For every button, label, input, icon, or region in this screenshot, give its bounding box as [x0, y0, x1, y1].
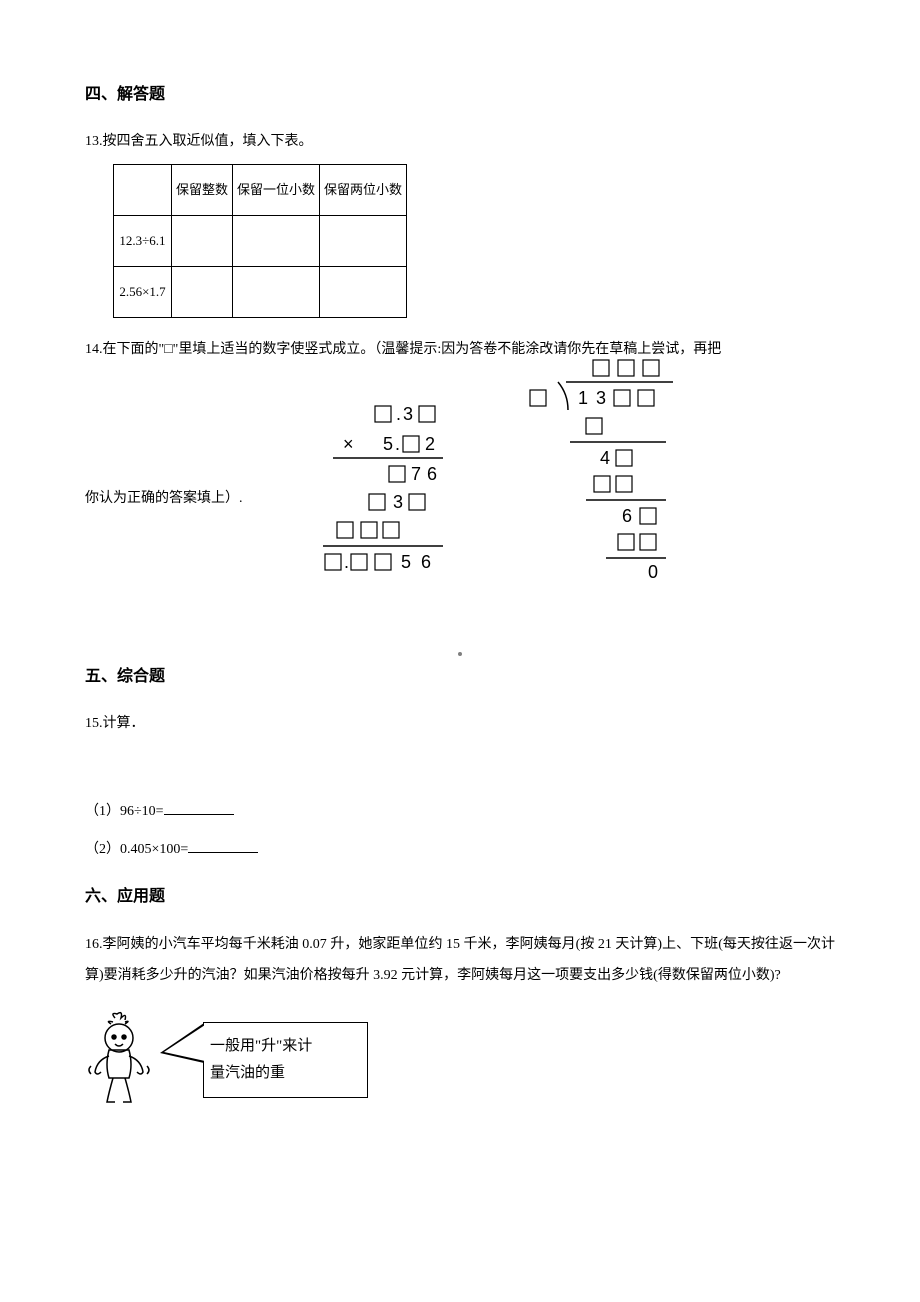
svg-text:3: 3	[596, 388, 606, 408]
problem-15-sub2-text: （2）0.405×100=	[85, 842, 188, 857]
problem-15: 15.计算． （1）96÷10= （2）0.405×100=	[85, 710, 835, 864]
speech-bubble-line1: 一般用"升"来计	[210, 1038, 312, 1054]
table-row: 2.56×1.7	[114, 267, 407, 318]
svg-text:.: .	[344, 552, 349, 572]
table-header-two-decimal: 保留两位小数	[320, 165, 407, 216]
answer-blank[interactable]	[164, 814, 234, 815]
section-4-heading: 四、解答题	[85, 80, 835, 104]
page-center-marker	[458, 652, 462, 656]
table-cell[interactable]	[320, 216, 407, 267]
table-header-row: 保留整数 保留一位小数 保留两位小数	[114, 165, 407, 216]
svg-text:6: 6	[421, 552, 431, 572]
problem-14: 14.在下面的"□"里填上适当的数字使竖式成立。（温馨提示:因为答卷不能涂改请你…	[85, 336, 835, 644]
table-header-empty	[114, 165, 172, 216]
speech-bubble-line2: 量汽油的重	[210, 1065, 285, 1081]
problem-13: 13.按四舍五入取近似值，填入下表。 保留整数 保留一位小数 保留两位小数 12…	[85, 128, 835, 318]
svg-text:6: 6	[622, 506, 632, 526]
section-5-heading: 五、综合题	[85, 662, 835, 686]
table-cell[interactable]	[172, 267, 233, 318]
problem-15-sub2: （2）0.405×100=	[85, 836, 835, 864]
problem-13-table: 保留整数 保留一位小数 保留两位小数 12.3÷6.1 2.56×1.7	[113, 164, 407, 318]
table-cell[interactable]	[233, 267, 320, 318]
speech-bubble-container: 一般用"升"来计 量汽油的重	[85, 1010, 835, 1110]
table-cell[interactable]	[172, 216, 233, 267]
svg-text:×: ×	[343, 434, 354, 454]
svg-text:5: 5	[401, 552, 411, 572]
answer-blank[interactable]	[188, 852, 258, 853]
problem-15-sub1: （1）96÷10=	[85, 798, 835, 826]
table-cell[interactable]	[233, 216, 320, 267]
table-row-label: 12.3÷6.1	[114, 216, 172, 267]
svg-text:5: 5	[383, 434, 393, 454]
svg-text:2: 2	[425, 434, 435, 454]
svg-text:0: 0	[648, 562, 658, 582]
table-row: 12.3÷6.1	[114, 216, 407, 267]
svg-text:4: 4	[600, 448, 610, 468]
problem-16-text: 16.李阿姨的小汽车平均每千米耗油 0.07 升，她家距单位约 15 千米，李阿…	[85, 930, 835, 992]
svg-text:3: 3	[403, 404, 413, 424]
table-header-integer: 保留整数	[172, 165, 233, 216]
svg-text:3: 3	[393, 492, 403, 512]
table-row-label: 2.56×1.7	[114, 267, 172, 318]
problem-16: 16.李阿姨的小汽车平均每千米耗油 0.07 升，她家距单位约 15 千米，李阿…	[85, 930, 835, 1110]
svg-text:.: .	[395, 434, 400, 454]
problem-13-prompt: 13.按四舍五入取近似值，填入下表。	[85, 128, 835, 156]
svg-text:6: 6	[427, 464, 437, 484]
problem-15-prompt: 15.计算．	[85, 710, 835, 738]
speech-bubble: 一般用"升"来计 量汽油的重	[203, 1022, 368, 1098]
svg-text:.: .	[396, 404, 401, 424]
division-vertical-icon: 1 3 4 6	[498, 354, 693, 644]
problem-14-continuation: 你认为正确的答案填上）.	[85, 485, 243, 513]
table-header-one-decimal: 保留一位小数	[233, 165, 320, 216]
multiplication-vertical-icon: . 3 × 5 . 2 7 6 3	[283, 394, 458, 604]
cartoon-character-icon	[85, 1010, 157, 1110]
svg-text:7: 7	[411, 464, 421, 484]
problem-15-sub1-text: （1）96÷10=	[85, 804, 164, 819]
table-cell[interactable]	[320, 267, 407, 318]
svg-text:1: 1	[578, 388, 588, 408]
section-6-heading: 六、应用题	[85, 882, 835, 906]
